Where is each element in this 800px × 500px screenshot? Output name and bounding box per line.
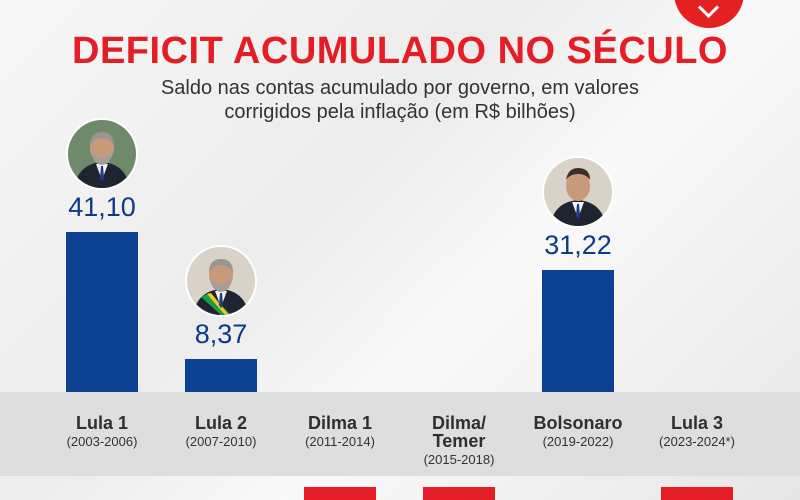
portrait-lula-2 xyxy=(187,247,255,316)
subtitle-line-2: corrigidos pela inflação (em R$ bilhões) xyxy=(224,101,576,123)
category-period: (2007-2010) xyxy=(185,434,257,449)
portrait-bolsonaro xyxy=(544,158,612,227)
category-period: (2003-2006) xyxy=(66,434,138,449)
brand-badge-icon xyxy=(674,0,744,28)
subtitle-line-1: Saldo nas contas acumulado por governo, … xyxy=(160,77,640,99)
negative-bar-5 xyxy=(661,487,733,500)
bar-value-label: 8,37 xyxy=(194,319,248,350)
bar-4 xyxy=(542,270,614,392)
category-label: Lula 3 xyxy=(670,413,723,433)
category-label: Lula 2 xyxy=(194,413,247,433)
category-period: (2019-2022) xyxy=(542,434,614,449)
category-label: Dilma 1 xyxy=(307,413,373,433)
category-period: (2011-2014) xyxy=(305,434,375,449)
bar-value-label: 31,22 xyxy=(544,230,612,261)
portrait-lula-1 xyxy=(68,120,136,188)
negative-bar-2 xyxy=(304,487,376,500)
category-label: Lula 1 xyxy=(75,413,128,433)
category-band xyxy=(0,392,800,476)
chart-title: DEFICIT ACUMULADO NO SÉCULO xyxy=(72,30,728,72)
category-period: (2023-2024*) xyxy=(659,434,735,449)
bar-0 xyxy=(66,232,138,392)
category-label: Dilma/Temer xyxy=(431,413,487,451)
negative-bar-3 xyxy=(423,487,495,500)
chart-subtitle: Saldo nas contas acumulado por governo, … xyxy=(100,76,700,124)
category-label: Bolsonaro xyxy=(533,413,623,433)
bar-1 xyxy=(185,359,257,392)
category-period: (2015-2018) xyxy=(423,452,495,467)
bar-value-label: 41,10 xyxy=(68,192,136,222)
